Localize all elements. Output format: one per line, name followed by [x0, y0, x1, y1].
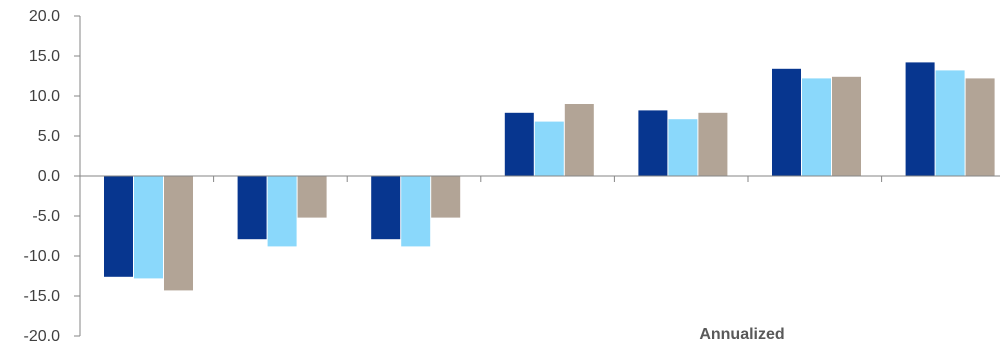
bar-series-3-group-2 [297, 176, 327, 218]
bar-series-1-group-4 [504, 112, 534, 176]
bar-series-2-group-3 [401, 176, 431, 247]
y-tick-label: 15.0 [29, 48, 60, 65]
bar-series-3-group-3 [431, 176, 461, 218]
bar-series-3-group-4 [564, 104, 594, 176]
bar-series-2-group-1 [134, 176, 163, 279]
bar-series-1-group-2 [237, 176, 267, 240]
bar-series-1-group-7 [905, 62, 935, 176]
y-tick-label: 10.0 [29, 88, 60, 105]
bar-series-2-group-4 [534, 121, 564, 176]
bar-series-1-group-5 [638, 110, 668, 176]
bar-series-3-group-6 [832, 76, 861, 176]
bar-series-2-group-6 [802, 78, 831, 176]
bar-series-2-group-2 [267, 176, 297, 247]
y-tick-label: -10.0 [24, 248, 61, 265]
bar-series-1-group-1 [104, 176, 133, 277]
y-tick-label: 20.0 [29, 8, 60, 25]
annotation-label: Annualized [699, 326, 784, 343]
y-tick-label: 5.0 [38, 128, 60, 145]
bar-series-3-group-5 [698, 112, 728, 176]
axis-ticks [74, 15, 883, 337]
bar-series-1-group-3 [371, 176, 401, 240]
bars [104, 62, 995, 291]
y-tick-label: -5.0 [32, 208, 60, 225]
y-tick-label: -15.0 [24, 288, 61, 305]
bar-series-3-group-7 [965, 78, 995, 176]
bar-series-3-group-1 [164, 176, 193, 291]
y-tick-label: 0.0 [38, 168, 60, 185]
bar-series-2-group-7 [935, 70, 965, 176]
y-tick-labels: 20.0 15.0 10.0 5.0 0.0 -5.0 -10.0 -15.0 -20.0 [24, 8, 61, 345]
axes [79, 16, 1000, 336]
bar-series-1-group-6 [772, 68, 801, 176]
y-tick-label: -20.0 [24, 328, 61, 345]
bar-series-2-group-5 [668, 119, 698, 176]
